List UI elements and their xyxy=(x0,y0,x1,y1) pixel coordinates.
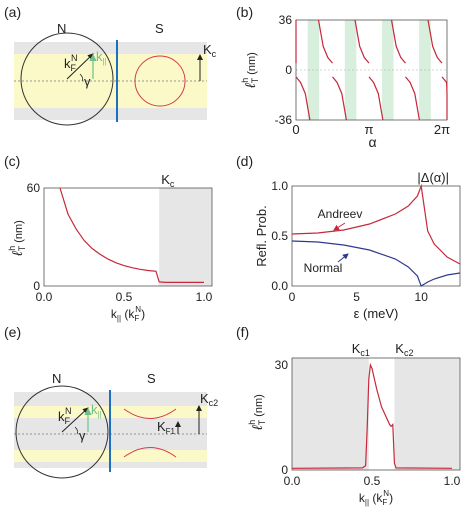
chart-f-frame xyxy=(291,357,461,471)
panel-a-schematic xyxy=(14,32,207,126)
chart-c-ylabel: ℓTh(nm) xyxy=(7,220,27,257)
panel-label-f: (f) xyxy=(236,324,249,340)
chart-c-ytick-0: 60 xyxy=(27,181,41,195)
panel-e-kf1-label: KF1 xyxy=(157,419,176,436)
chart-d-legend-normal: Normal xyxy=(304,261,343,275)
chart-b-ytick-1: 0 xyxy=(285,63,292,77)
chart-f-ytick-1: 0 xyxy=(281,463,288,477)
panel-a-n-label: N xyxy=(57,21,66,36)
chart-f-ylabel: ℓTh(nm) xyxy=(247,394,267,431)
chart-b-line-1-a xyxy=(332,76,347,121)
chart-b-line-1-b xyxy=(354,19,370,64)
chart-f-shade-0 xyxy=(292,358,369,470)
chart-c-annotation: Kc xyxy=(161,172,175,189)
panel-a-s-label: S xyxy=(155,21,164,36)
chart-f-xlabel: k|| (kFN) xyxy=(359,489,393,507)
panel-e-kf-arrow xyxy=(61,407,89,433)
chart-b-frame xyxy=(295,19,448,121)
panel-a-kpar-label: k|| xyxy=(96,49,107,66)
chart-f: 30 00.0 0.5 1.0 Kc1 Kc2 k|| (kFN) ℓTh(nm) xyxy=(247,341,461,507)
chart-f-annotation-1: Kc2 xyxy=(395,341,413,358)
chart-b-xtick-2: 2π xyxy=(434,122,450,137)
chart-f-annotation-0: Kc1 xyxy=(352,341,370,358)
chart-d-frame xyxy=(291,185,461,287)
panel-e-kpar-label: k|| xyxy=(91,402,102,419)
chart-f-xtick-0: 0.0 xyxy=(284,474,301,488)
chart-c-xtick-1: 0.5 xyxy=(116,290,133,304)
chart-b-shade-1 xyxy=(344,20,357,120)
panel-label-a: (a) xyxy=(4,4,21,20)
chart-d-xtick-2: 10 xyxy=(415,290,429,304)
chart-c-shade xyxy=(159,188,212,286)
panel-label-e: (e) xyxy=(4,324,21,340)
chart-b-line-2-b xyxy=(390,19,406,64)
chart-f-xtick-1: 0.5 xyxy=(364,474,381,488)
chart-b-ytick-2: -36 xyxy=(275,113,293,127)
chart-b-ylabel: ℓTh(nm) xyxy=(240,52,260,89)
chart-f-xtick-2: 1.0 xyxy=(444,474,461,488)
chart-c-xtick-0: 0.0 xyxy=(36,290,53,304)
chart-c-xlabel: k|| (kFN) xyxy=(111,305,145,323)
panel-e-kf-label: kFN xyxy=(58,406,72,426)
panel-a-angle-arc xyxy=(79,73,84,82)
chart-c-ytick-1: 0 xyxy=(33,279,40,293)
chart-b-ytick-0: 36 xyxy=(279,13,293,27)
panel-e-s-label: S xyxy=(147,371,156,386)
panel-e-kc2-label: Kc2 xyxy=(200,391,218,408)
panel-e-schematic xyxy=(14,385,207,479)
chart-d-normal-pointer xyxy=(337,253,349,263)
panel-a-normal-fermi-circle xyxy=(20,32,114,126)
chart-d-ytick-0: 1.0 xyxy=(271,179,288,193)
panel-label-c: (c) xyxy=(4,153,20,169)
chart-b-line-0-b xyxy=(317,19,333,64)
panel-a-sc-fermi-circle xyxy=(134,55,186,107)
chart-b-line-4-a xyxy=(441,76,448,120)
chart-d-ytick-2: 0.0 xyxy=(271,279,288,293)
chart-d-xlabel: ε (meV) xyxy=(354,306,399,321)
chart-f-shade-1 xyxy=(394,358,460,470)
panel-a-kc-label: Kc xyxy=(203,42,217,59)
panel-e-sc-contour-top xyxy=(123,408,177,419)
chart-d-legend-andreev: Andreev xyxy=(318,207,363,221)
panel-label-d: (d) xyxy=(236,153,253,169)
chart-d-line-normal xyxy=(291,240,461,287)
chart-b-xtick-0: 0 xyxy=(292,122,299,137)
panel-a-kf-label: kFN xyxy=(64,53,78,73)
chart-b-xtick-1: π xyxy=(364,122,373,137)
chart-c-line xyxy=(59,187,204,283)
panel-e-normal-fermi-circle xyxy=(15,385,109,479)
chart-f-line xyxy=(291,362,453,469)
panel-a-kf-arrow xyxy=(66,53,94,80)
panel-a-gamma-label: γ xyxy=(84,74,91,89)
chart-b-shade-2 xyxy=(381,20,394,120)
chart-d-top-label: |Δ(α)| xyxy=(417,170,449,185)
chart-c-xtick-2: 1.0 xyxy=(196,290,213,304)
panel-label-b: (b) xyxy=(236,4,253,20)
chart-d-ytick-1: 0.5 xyxy=(271,229,288,243)
chart-b-line-3-a xyxy=(405,76,420,121)
chart-b-line-2-a xyxy=(368,76,384,121)
panel-e-n-label: N xyxy=(52,371,61,386)
panel-e-sc-contour-bottom xyxy=(123,447,177,458)
chart-b-line-3-b xyxy=(427,19,443,64)
chart-c-frame xyxy=(43,187,213,287)
panel-e-gamma-label: γ xyxy=(79,428,86,443)
chart-d-ylabel: Refl. Prob. xyxy=(254,205,269,266)
chart-d-xtick-1: 5 xyxy=(353,290,360,304)
chart-b-line-0-a xyxy=(295,76,311,121)
chart-b-xlabel: α xyxy=(368,134,376,150)
chart-c: 60 00.0 0.5 1.0 Kc k|| (kFN) ℓTh(nm) xyxy=(7,172,213,323)
chart-d: 1.0 0.5 0.00 5 10 ε (meV) |Δ(α)| Andreev Normal R… xyxy=(254,170,461,321)
chart-d-xtick-0: 0 xyxy=(289,290,296,304)
chart-d-andreev-pointer xyxy=(333,222,346,231)
panel-e-angle-arc xyxy=(74,426,79,435)
chart-f-ytick-0: 30 xyxy=(275,358,289,372)
